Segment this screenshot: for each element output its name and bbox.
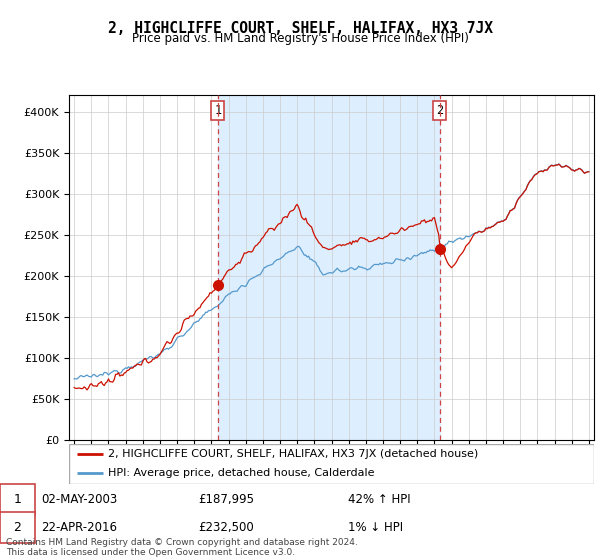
Text: 1: 1 [13, 493, 22, 506]
Text: Price paid vs. HM Land Registry's House Price Index (HPI): Price paid vs. HM Land Registry's House … [131, 32, 469, 45]
Text: £187,995: £187,995 [198, 493, 254, 506]
Text: £232,500: £232,500 [198, 521, 254, 534]
Text: HPI: Average price, detached house, Calderdale: HPI: Average price, detached house, Cald… [109, 468, 375, 478]
Text: 2, HIGHCLIFFE COURT, SHELF, HALIFAX, HX3 7JX: 2, HIGHCLIFFE COURT, SHELF, HALIFAX, HX3… [107, 21, 493, 36]
Text: 1% ↓ HPI: 1% ↓ HPI [348, 521, 403, 534]
Text: 2: 2 [436, 104, 443, 117]
Bar [218, 95, 440, 440]
Text: 42% ↑ HPI: 42% ↑ HPI [348, 493, 410, 506]
Text: 02-MAY-2003: 02-MAY-2003 [41, 493, 117, 506]
Text: 1: 1 [214, 104, 221, 117]
Text: 2, HIGHCLIFFE COURT, SHELF, HALIFAX, HX3 7JX (detached house): 2, HIGHCLIFFE COURT, SHELF, HALIFAX, HX3… [109, 449, 479, 459]
Text: 22-APR-2016: 22-APR-2016 [41, 521, 117, 534]
Text: 2: 2 [13, 521, 22, 534]
Text: Contains HM Land Registry data © Crown copyright and database right 2024.
This d: Contains HM Land Registry data © Crown c… [6, 538, 358, 557]
